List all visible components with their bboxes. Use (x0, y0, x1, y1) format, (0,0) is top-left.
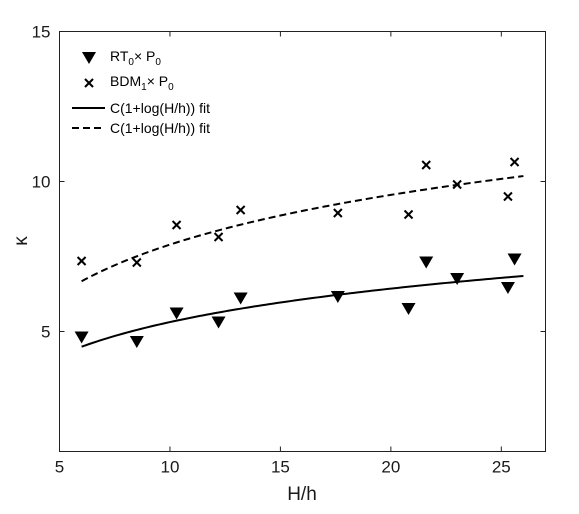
legend-label-fit-solid: C(1+log(H/h)) fit (110, 100, 210, 116)
point-x (403, 209, 414, 220)
point-triangle (233, 292, 248, 305)
x-tick-label: 15 (271, 458, 290, 477)
plot-frame (59, 31, 546, 452)
point-x (503, 191, 513, 202)
point-x (171, 220, 182, 230)
ticks: 5 10 15 20 25 5 10 15 (32, 23, 546, 477)
point-triangle (507, 253, 522, 266)
point-triangle (500, 282, 515, 294)
point-x (76, 256, 87, 266)
y-tick-label: 5 (41, 323, 50, 342)
y-axis-label: κ (11, 236, 32, 246)
x-tick-label: 25 (492, 458, 511, 477)
fit-curves (81, 175, 524, 348)
point-triangle (169, 307, 184, 320)
point-triangle (330, 291, 345, 303)
point-x (421, 160, 431, 170)
legend-marker-x (84, 78, 94, 88)
point-x (132, 257, 142, 268)
fit-curve-dashed (81, 175, 524, 283)
point-x (333, 208, 343, 218)
x-axis-label: H/h (287, 484, 317, 505)
point-triangle (450, 273, 465, 285)
x-tick-label: 10 (160, 458, 179, 477)
legend-label-rt0p0: RT0× P0 (110, 48, 161, 68)
x-tick-label: 5 (55, 458, 64, 477)
point-triangle (129, 336, 144, 348)
x-tick-label: 20 (381, 458, 400, 477)
fit-curve-solid (81, 274, 524, 348)
data-points (74, 157, 522, 348)
legend-marker-triangle (82, 52, 96, 64)
point-triangle (419, 256, 434, 269)
point-x (452, 179, 462, 190)
point-triangle (401, 303, 416, 315)
y-tick-label: 10 (32, 173, 51, 192)
point-triangle (211, 316, 226, 329)
legend-label-bdm1p0: BDM1× P0 (110, 73, 174, 93)
legend-label-fit-dashed: C(1+log(H/h)) fit (110, 120, 210, 136)
point-x (509, 157, 520, 167)
point-triangle (74, 331, 89, 344)
legend: RT0× P0 BDM1× P0 C(1+log(H/h)) fit C(1+l… (72, 48, 210, 136)
point-x (213, 232, 224, 242)
y-tick-label: 15 (32, 23, 51, 42)
point-x (235, 205, 246, 215)
